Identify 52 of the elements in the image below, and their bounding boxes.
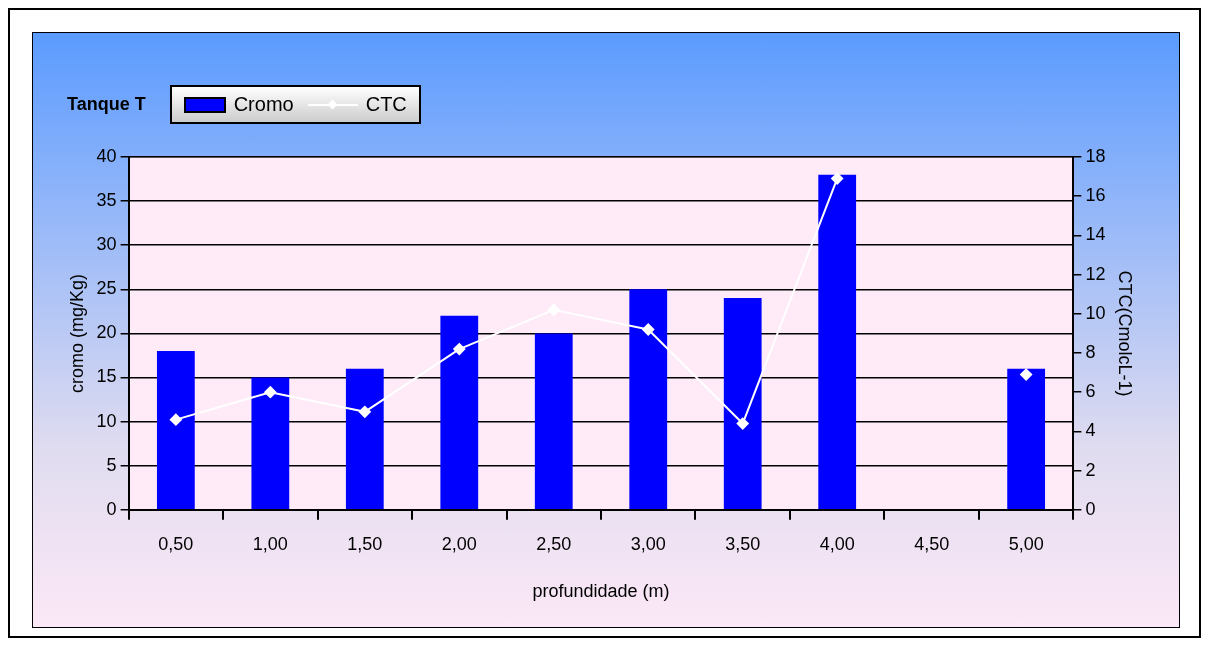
y-tick-label: 15	[96, 366, 117, 387]
legend-label: CTC	[365, 93, 407, 116]
y-tick-label: 25	[96, 278, 117, 299]
point	[642, 323, 655, 336]
point	[736, 417, 749, 430]
y-tick-label: 20	[96, 322, 117, 343]
bar	[440, 315, 479, 510]
x-tick-label: 1,00	[252, 533, 288, 554]
bar	[1007, 368, 1046, 510]
bar	[156, 351, 195, 510]
chart-title: Tanque T	[66, 94, 146, 115]
x-tick-label: 4,00	[819, 533, 855, 554]
point	[831, 172, 844, 185]
y-tick-label: 35	[96, 190, 117, 211]
point	[453, 343, 466, 356]
y2-tick-label: 12	[1085, 263, 1106, 284]
y-tick-label: 5	[106, 454, 117, 475]
point	[358, 405, 371, 418]
y2-tick-label: 18	[1085, 145, 1106, 166]
y2-tick-label: 0	[1085, 498, 1096, 519]
y-axis-title: cromo (mg/Kg)	[66, 273, 87, 393]
y2-tick-label: 4	[1085, 420, 1096, 441]
y-tick-label: 0	[106, 498, 117, 519]
legend-label: Cromo	[233, 93, 294, 116]
y2-tick-label: 8	[1085, 341, 1096, 362]
x-tick-label: 5,00	[1008, 533, 1044, 554]
point	[264, 386, 277, 399]
y2-tick-label: 10	[1085, 302, 1106, 323]
bar	[629, 289, 668, 510]
y2-tick-label: 16	[1085, 185, 1106, 206]
x-tick-label: 4,50	[914, 533, 950, 554]
x-tick-label: 1,50	[347, 533, 383, 554]
y2-axis-title: CTC(CmolcL-1)	[1115, 270, 1136, 397]
x-tick-label: 2,00	[441, 533, 477, 554]
y2-tick-label: 6	[1085, 381, 1096, 402]
point	[1020, 368, 1033, 381]
bar	[345, 368, 384, 510]
y-tick-label: 40	[96, 145, 117, 166]
bar	[818, 174, 857, 510]
x-axis-title: profundidade (m)	[532, 581, 670, 602]
y-tick-label: 10	[96, 410, 117, 431]
y-tick-label: 30	[96, 234, 117, 255]
y2-tick-label: 2	[1085, 459, 1096, 480]
bar	[251, 377, 290, 510]
x-tick-label: 2,50	[536, 533, 572, 554]
x-tick-label: 3,50	[725, 533, 761, 554]
bar	[534, 333, 573, 510]
x-tick-label: 0,50	[158, 533, 194, 554]
bar	[723, 298, 762, 510]
point	[169, 413, 182, 426]
y2-tick-label: 14	[1085, 224, 1106, 245]
x-tick-label: 3,00	[630, 533, 666, 554]
